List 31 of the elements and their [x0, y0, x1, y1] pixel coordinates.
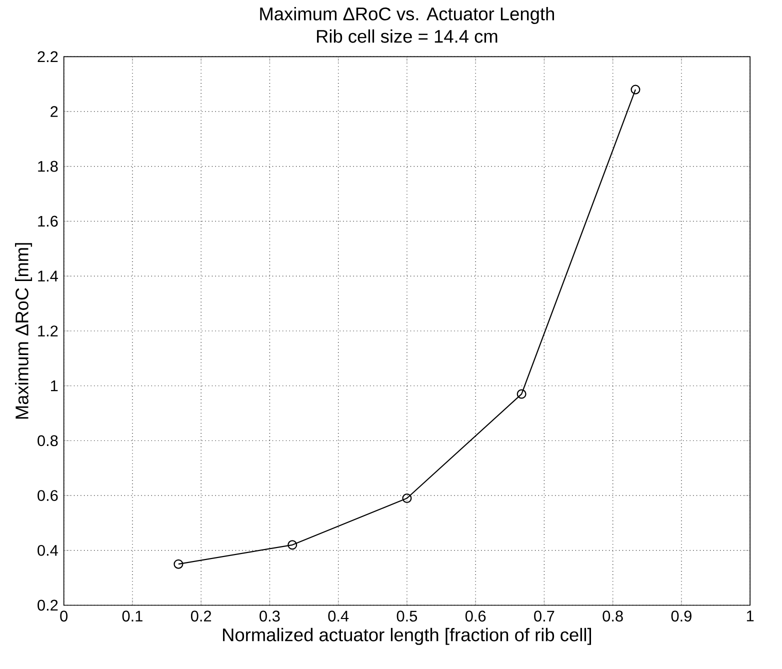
y-tick-label: 0.4	[38, 544, 58, 556]
y-axis-title: Maximum ΔRoC [mm]	[15, 243, 32, 419]
x-axis-title: Normalized actuator length [fraction of rib cell]	[223, 628, 591, 645]
x-tick-label: 0.4	[328, 610, 349, 622]
chart-title: Maximum ΔRoC vs. Actuator Length	[260, 6, 554, 24]
point	[630, 84, 640, 94]
y-tick-label: 0.8	[38, 435, 58, 446]
y-tick-label: 1.8	[38, 160, 58, 172]
y-tick-label: 2.2	[38, 51, 58, 62]
x-tick-label: 0.3	[260, 610, 280, 622]
y-tick-label: 1.6	[38, 216, 58, 227]
x-tick-label: 0.8	[602, 610, 623, 622]
y-tick-label: 1.4	[38, 270, 58, 282]
y-tick-label: 1.2	[38, 326, 58, 336]
chart-subtitle: Rib cell size = 14.4 cm	[317, 29, 498, 43]
point	[288, 540, 298, 550]
x-tick-label: 0.6	[465, 610, 486, 622]
point	[402, 493, 412, 503]
x-tick-label: 0.7	[534, 610, 554, 622]
y-tick-label: 0.6	[38, 490, 58, 501]
x-tick-label: 0.2	[190, 610, 212, 622]
point	[174, 559, 184, 569]
y-tick-label: 0.2	[38, 600, 58, 611]
x-tick-label: 0.5	[396, 610, 418, 622]
x-tick-label: 1	[746, 610, 754, 622]
x-tick-label: 0	[60, 610, 68, 622]
x-tick-label: 0.9	[671, 610, 692, 622]
y-tick-label: 2	[50, 106, 58, 117]
y-tick-label: 1	[51, 380, 58, 392]
point	[516, 389, 526, 399]
x-tick-label: 0.1	[122, 610, 142, 622]
